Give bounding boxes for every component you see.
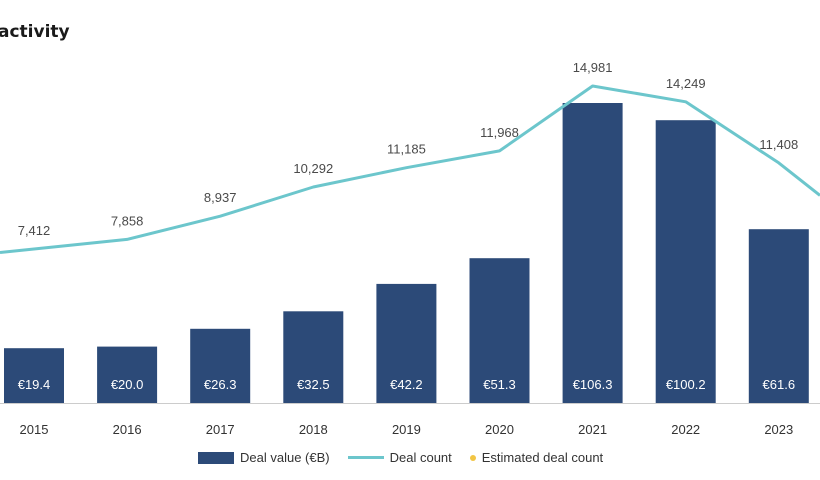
bar-2023	[748, 229, 809, 403]
bar-value-label-2023: €61.6	[763, 377, 796, 392]
bar-2018	[283, 311, 344, 403]
deal-count-label-2018: 10,292	[293, 161, 333, 176]
line-layer	[0, 84, 820, 254]
bar-2015	[4, 348, 64, 403]
deal-count-label-2022: 14,249	[666, 76, 706, 91]
bar-2020	[469, 258, 530, 403]
deal-count-label-2016: 7,858	[111, 213, 144, 228]
legend-swatch-bar	[198, 451, 234, 464]
bars-layer	[4, 103, 809, 403]
x-tick-label-2022: 2022	[671, 422, 700, 437]
x-tick-label-2016: 2016	[113, 422, 142, 437]
deal-count-label-2021: 14,981	[573, 60, 613, 75]
legend: Deal value (€B) Deal count Estimated dea…	[198, 450, 603, 465]
legend-label-deal-count: Deal count	[389, 450, 452, 465]
x-tick-label-2018: 2018	[299, 422, 328, 437]
legend-item-deal-value: Deal value (€B)	[198, 450, 330, 465]
deal-count-label-2023: 11,408	[759, 137, 798, 152]
deal-count-label-2017: 8,937	[204, 190, 237, 205]
bar-value-label-2018: €32.5	[297, 377, 330, 392]
labels-layer: €19.4 2015 €20.0 2016 €26.3 2017 €32.5 2018 €42.…	[18, 60, 798, 437]
legend-item-deal-count: Deal count	[347, 450, 452, 465]
x-tick-label-2015: 2015	[20, 422, 49, 437]
x-tick-label-2021: 2021	[578, 422, 607, 437]
bar-value-label-2022: €100.2	[666, 377, 706, 392]
bar-value-label-2015: €19.4	[18, 377, 51, 392]
bar-value-label-2017: €26.3	[204, 377, 237, 392]
bar-2019	[376, 283, 437, 403]
legend-swatch-dot	[469, 454, 476, 461]
bar-value-label-2021: €106.3	[573, 377, 613, 392]
x-tick-label-2020: 2020	[485, 422, 514, 437]
deal-count-label-2019: 11,185	[387, 142, 426, 157]
bar-value-label-2019: €42.2	[390, 377, 423, 392]
bar-2017	[190, 328, 251, 403]
deal-count-label-2020: 11,968	[480, 125, 519, 140]
bar-value-label-2020: €51.3	[483, 377, 516, 392]
x-tick-label-2017: 2017	[206, 422, 235, 437]
legend-swatch-line	[347, 456, 384, 459]
legend-label-estimated: Estimated deal count	[481, 450, 604, 465]
deal-count-line	[0, 84, 820, 254]
x-tick-label-2023: 2023	[764, 422, 793, 437]
bar-value-label-2016: €20.0	[111, 377, 144, 392]
legend-item-estimated: Estimated deal count	[469, 450, 604, 465]
x-tick-label-2019: 2019	[392, 422, 421, 437]
bar-2021	[562, 103, 623, 403]
bar-2022	[655, 120, 716, 403]
deal-count-label-2015: 7,412	[18, 223, 51, 238]
chart-title: activity	[0, 22, 70, 42]
legend-label-deal-value: Deal value (€B)	[240, 450, 330, 465]
bar-2016	[97, 346, 158, 403]
